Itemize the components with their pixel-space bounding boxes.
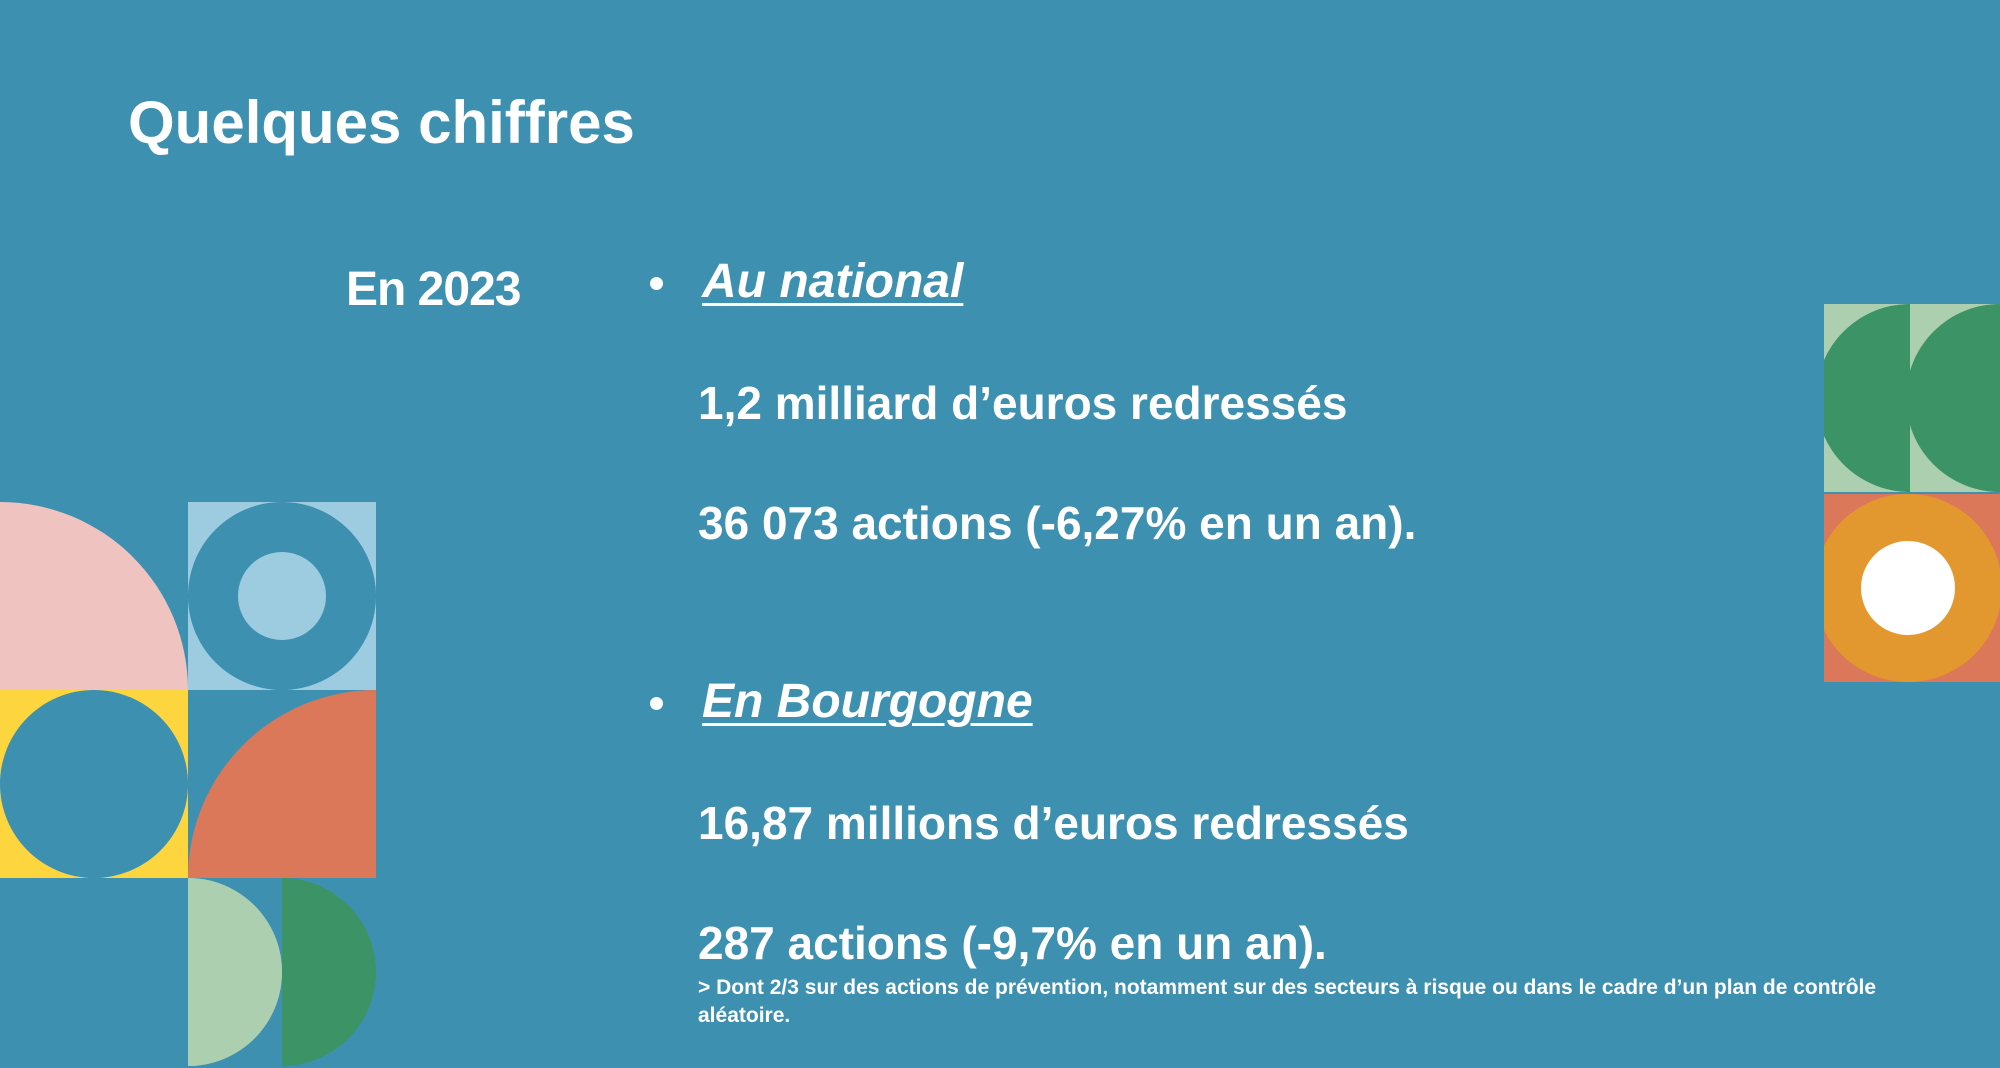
section-heading-national: Au national bbox=[702, 255, 964, 308]
bullet-dot bbox=[650, 697, 663, 710]
pink-quarter-circle-shape bbox=[0, 502, 188, 690]
footnote: > Dont 2/3 sur des actions de prévention… bbox=[698, 976, 1877, 1027]
stat-national-amount: 1,2 milliard d’euros redressés bbox=[698, 377, 1348, 429]
stat-national-actions: 36 073 actions (-6,27% en un an). bbox=[698, 497, 1417, 549]
stat-bourgogne-actions: 287 actions (-9,7% en un an). bbox=[698, 917, 1327, 969]
sage-half-circle-shape bbox=[188, 878, 282, 1066]
green-half-circle-shape bbox=[282, 878, 376, 1066]
green-half-circle-shape bbox=[1824, 304, 1910, 492]
geometric-pattern-left bbox=[0, 502, 376, 1066]
white-dot-shape bbox=[1861, 541, 1955, 635]
light-blue-dot-shape bbox=[238, 552, 326, 640]
green-half-circle-shape bbox=[1906, 304, 2000, 492]
slide-title: Quelques chiffres bbox=[128, 89, 635, 156]
geometric-pattern-right bbox=[1824, 304, 2000, 682]
year-label: En 2023 bbox=[346, 263, 521, 316]
bullet-dot bbox=[650, 277, 663, 290]
blue-circle-shape bbox=[0, 690, 188, 878]
section-heading-bourgogne: En Bourgogne bbox=[702, 675, 1033, 728]
coral-quarter-circle-shape bbox=[188, 690, 376, 878]
stat-bourgogne-amount: 16,87 millions d’euros redressés bbox=[698, 797, 1409, 849]
